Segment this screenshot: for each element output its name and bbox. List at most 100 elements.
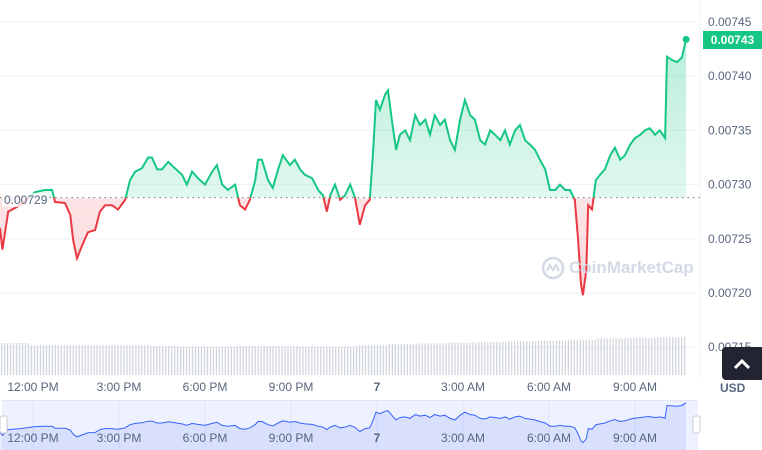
volume-bar xyxy=(114,345,116,375)
volume-bar xyxy=(329,346,331,375)
volume-bar xyxy=(481,342,483,375)
y-tick-label: 0.00730 xyxy=(708,178,752,192)
volume-bar xyxy=(579,339,581,375)
volume-bar xyxy=(496,342,498,375)
volume-bar xyxy=(341,346,343,375)
volume-bar xyxy=(460,342,462,375)
scroll-top-button[interactable] xyxy=(722,347,762,380)
volume-bar xyxy=(272,345,274,375)
volume-bar xyxy=(379,345,382,375)
volume-bar xyxy=(531,341,534,375)
volume-bar xyxy=(424,343,426,375)
volume-bar xyxy=(376,345,379,375)
volume-bar xyxy=(257,345,259,375)
volume-bar xyxy=(132,345,134,375)
volume-bar xyxy=(621,338,623,375)
volume-bar xyxy=(159,345,161,375)
volume-bar xyxy=(516,341,519,375)
volume-bar xyxy=(606,338,608,375)
volume-bar xyxy=(409,343,411,375)
volume-bar xyxy=(212,346,215,375)
volume-bar xyxy=(499,342,501,375)
volume-bar xyxy=(209,346,212,375)
volume-bar xyxy=(21,342,24,375)
volume-bar xyxy=(344,346,346,375)
volume-bar xyxy=(528,341,531,375)
volume-bar xyxy=(370,345,373,375)
volume-bar xyxy=(162,345,164,375)
volume-bar xyxy=(153,345,155,375)
volume-bar xyxy=(591,339,593,375)
price-line-down xyxy=(0,197,595,296)
volume-bar xyxy=(96,345,98,375)
baseline-label: 0.00729 xyxy=(2,193,50,207)
volume-bar xyxy=(505,342,507,375)
volume-bar xyxy=(245,345,247,375)
volume-bar xyxy=(439,343,441,375)
volume-bar xyxy=(657,337,659,375)
navigator-area xyxy=(0,402,687,450)
volume-bar xyxy=(338,346,340,375)
volume-bar xyxy=(150,345,152,375)
volume-bar xyxy=(627,338,629,375)
volume-bar xyxy=(382,345,385,375)
x-tick-label: 6:00 PM xyxy=(183,380,228,394)
volume-bar xyxy=(514,341,516,375)
volume-bar xyxy=(675,337,677,375)
volume-bar xyxy=(206,346,209,375)
volume-bar xyxy=(588,339,590,375)
volume-bar xyxy=(332,346,334,375)
volume-bar xyxy=(24,342,27,375)
volume-bar xyxy=(254,345,256,375)
volume-bar xyxy=(484,342,486,375)
volume-bar xyxy=(436,343,438,375)
volume-bar xyxy=(355,346,358,375)
volume-bar xyxy=(66,345,68,375)
volume-bar xyxy=(469,342,471,375)
volume-bar xyxy=(27,342,30,375)
navigator-handle-right[interactable] xyxy=(692,415,701,434)
volume-bar xyxy=(317,346,319,375)
y-tick-label: 0.00735 xyxy=(708,123,752,137)
volume-bar xyxy=(120,345,122,375)
volume-bar xyxy=(179,346,182,375)
volume-bar xyxy=(9,342,12,375)
volume-bar xyxy=(302,346,304,375)
volume-bar xyxy=(326,346,328,375)
volume-bar xyxy=(18,342,21,375)
volume-bar xyxy=(367,345,370,375)
volume-bar xyxy=(239,345,241,375)
volume-bar xyxy=(672,337,674,375)
volume-bar xyxy=(144,345,146,375)
volume-bar xyxy=(188,346,191,375)
volume-bar xyxy=(281,345,283,375)
volume-bar xyxy=(12,342,15,375)
navigator-handle-left[interactable] xyxy=(0,415,8,434)
volume-bar xyxy=(540,340,543,375)
volume-bar xyxy=(99,345,101,375)
currency-label: USD xyxy=(720,381,746,395)
volume-bar xyxy=(573,339,575,375)
volume-bar xyxy=(349,346,352,375)
volume-bar xyxy=(585,339,587,375)
volume-bar xyxy=(335,346,337,375)
volume-bar xyxy=(54,345,56,375)
volume-bar xyxy=(323,346,325,375)
x-tick-label: 3:00 PM xyxy=(97,380,142,394)
volume-bar xyxy=(117,345,119,375)
y-tick-label: 0.00740 xyxy=(708,69,752,83)
volume-bar xyxy=(141,345,143,375)
volume-bar xyxy=(296,345,298,375)
volume-bar xyxy=(248,345,250,375)
volume-bar xyxy=(415,343,417,375)
volume-bar xyxy=(373,345,376,375)
volume-bar xyxy=(165,345,167,375)
navigator-tick-label: 7 xyxy=(374,431,381,445)
volume-bar xyxy=(645,338,647,375)
volume-bar xyxy=(615,338,617,375)
volume-bar xyxy=(123,345,125,375)
volume-bar xyxy=(466,342,468,375)
volume-bar xyxy=(567,339,569,375)
volume-bar xyxy=(666,337,668,375)
